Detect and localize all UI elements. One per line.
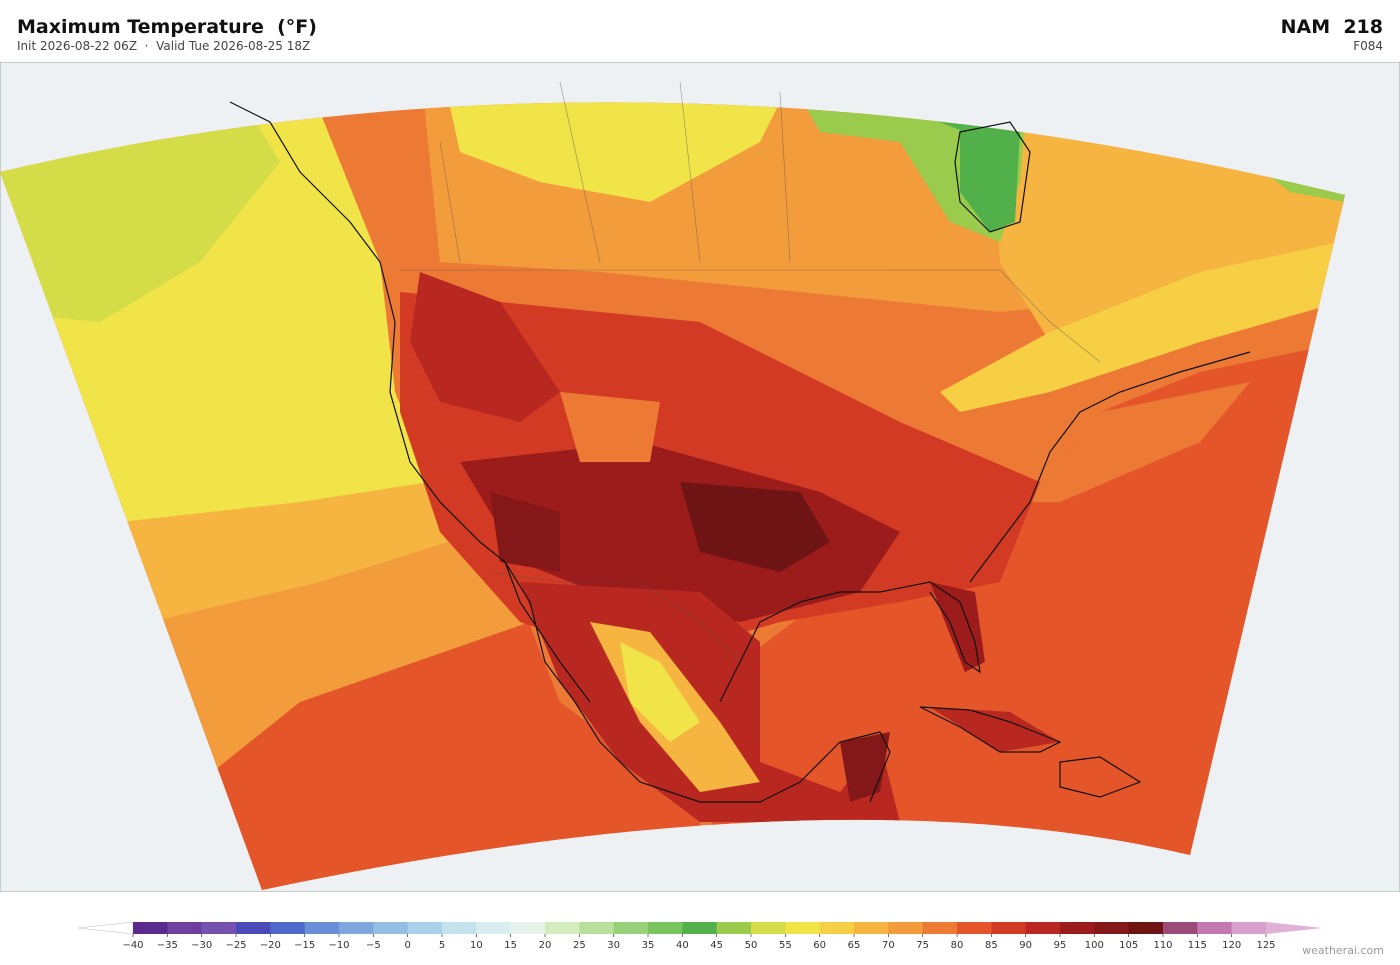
colorbar-bin: [236, 922, 271, 934]
colorbar-tick-label: −35: [157, 940, 178, 951]
colorbar-bin: [476, 922, 512, 934]
colorbar-tick-label: −10: [328, 940, 349, 951]
colorbar-tick-label: 70: [882, 940, 895, 951]
colorbar-tick-label: 5: [439, 940, 445, 951]
colorbar-tick-label: 120: [1222, 940, 1241, 951]
colorbar-tick-label: −15: [294, 940, 315, 951]
colorbar-bin: [167, 922, 203, 934]
colorbar-tick-label: 85: [985, 940, 998, 951]
forecast-hour: F084: [1353, 39, 1383, 53]
watermark: weatherai.com: [1302, 944, 1384, 957]
colorbar-bin: [201, 922, 237, 934]
colorbar-tick-label: 95: [1054, 940, 1067, 951]
colorbar-bin: [442, 922, 477, 934]
colorbar-bin: [339, 922, 374, 934]
colorbar-bin: [270, 922, 306, 934]
colorbar-bin: [682, 922, 718, 934]
colorbar-tick-label: 60: [813, 940, 826, 951]
colorbar-bin: [613, 922, 649, 934]
colorbar-tick-label: 45: [710, 940, 723, 951]
colorbar-tick-label: 75: [916, 940, 929, 951]
colorbar-tick-label: 40: [676, 940, 689, 951]
colorbar-tick-label: 15: [504, 940, 517, 951]
colorbar-tick-label: 100: [1085, 940, 1104, 951]
colorbar-bin: [1128, 922, 1164, 934]
model-name: NAM 218: [1280, 16, 1383, 38]
colorbar-bin: [304, 922, 340, 934]
borders: [400, 81, 1101, 663]
colorbar-bin: [751, 922, 786, 934]
map: [0, 62, 1400, 892]
colorbar-tick-label: 20: [539, 940, 552, 951]
colorbar-bin: [648, 922, 683, 934]
colorbar-bin: [888, 922, 924, 934]
colorbar-bin: [1231, 922, 1267, 934]
colorbar: −40 −35 −30 −25 −20 −15 −10 −5 0 5 10 15 20 25 30 35 40 4…: [77, 921, 1322, 951]
colorbar-under: [77, 921, 134, 935]
colorbar-tick-label: −5: [366, 940, 381, 951]
colorbar-tick-label: 30: [607, 940, 620, 951]
colorbar-bin: [510, 922, 546, 934]
colorbar-bin: [579, 922, 615, 934]
colorbar-tick-label: −40: [122, 940, 143, 951]
colorbar-tick-label: 0: [404, 940, 410, 951]
colorbar-over: [1266, 922, 1322, 934]
colorbar-bin: [1197, 922, 1233, 934]
colorbar-tick-label: 105: [1119, 940, 1138, 951]
colorbar-tick-label: 80: [951, 940, 964, 951]
colorbar-bin: [957, 922, 992, 934]
colorbar-tick-label: 55: [779, 940, 792, 951]
colorbar-tick-label: 90: [1019, 940, 1032, 951]
colorbar-bin: [1094, 922, 1130, 934]
subtitle: Init 2026-08-22 06Z · Valid Tue 2026-08-…: [17, 39, 311, 53]
colorbar-bin: [785, 922, 821, 934]
coastlines: [229, 101, 1251, 803]
colorbar-bin: [1163, 922, 1198, 934]
colorbar-tick-label: 125: [1256, 940, 1275, 951]
colorbar-bin: [854, 922, 889, 934]
colorbar-tick-label: 115: [1188, 940, 1207, 951]
title: Maximum Temperature (°F): [17, 16, 317, 38]
colorbar-tick-label: −30: [191, 940, 212, 951]
colorbar-bin: [991, 922, 1027, 934]
colorbar-tick-label: −20: [260, 940, 281, 951]
colorbar-tick-label: 50: [745, 940, 758, 951]
colorbar-bin: [716, 922, 752, 934]
colorbar-tick-label: 110: [1153, 940, 1172, 951]
colorbar-bin: [922, 922, 958, 934]
colorbar-bin: [819, 922, 855, 934]
colorbar-tick-label: 65: [848, 940, 861, 951]
colorbar-tick-label: −25: [225, 940, 246, 951]
colorbar-bin: [133, 922, 168, 934]
colorbar-tick-label: 10: [470, 940, 483, 951]
colorbar-bin: [1060, 922, 1095, 934]
colorbar-bin: [373, 922, 409, 934]
colorbar-tick-label: 25: [573, 940, 586, 951]
colorbar-bin: [545, 922, 580, 934]
colorbar-bin: [407, 922, 443, 934]
colorbar-tick-label: 35: [642, 940, 655, 951]
colorbar-bin: [1025, 922, 1061, 934]
